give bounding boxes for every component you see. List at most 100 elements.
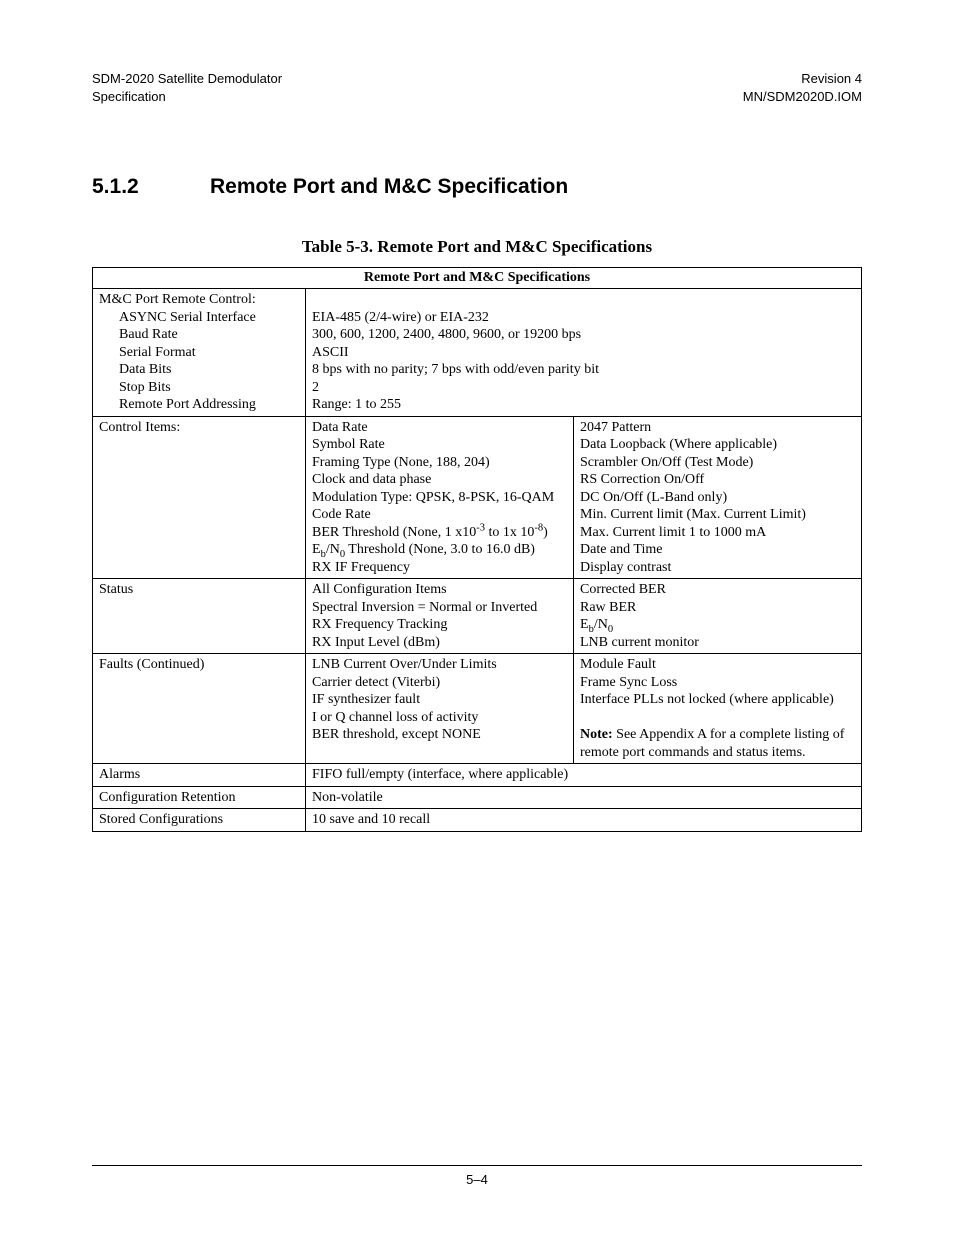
- value: Modulation Type: QPSK, 8-PSK, 16-QAM: [312, 489, 567, 507]
- value: Corrected BER: [580, 581, 855, 599]
- value: ASCII: [312, 344, 855, 362]
- sup: -3: [476, 522, 485, 533]
- section-title: Remote Port and M&C Specification: [210, 175, 568, 198]
- value: Scrambler On/Off (Test Mode): [580, 454, 855, 472]
- header-right-line1: Revision 4: [743, 70, 862, 88]
- footer-rule: [92, 1165, 862, 1166]
- value: 8 bps with no parity; 7 bps with odd/eve…: [312, 361, 855, 379]
- value: Data Rate: [312, 419, 567, 437]
- value: RS Correction On/Off: [580, 471, 855, 489]
- value: Frame Sync Loss: [580, 674, 855, 692]
- value: DC On/Off (L-Band only): [580, 489, 855, 507]
- value: Symbol Rate: [312, 436, 567, 454]
- value: Code Rate: [312, 506, 567, 524]
- value: 2: [312, 379, 855, 397]
- row-value-cell: LNB Current Over/Under Limits Carrier de…: [306, 654, 574, 764]
- section-heading: 5.1.2Remote Port and M&C Specification: [92, 175, 862, 199]
- text: to 1x 10: [485, 525, 534, 540]
- table-row: Configuration Retention Non-volatile: [93, 786, 862, 809]
- row-label-cell: Faults (Continued): [93, 654, 306, 764]
- table-title: Remote Port and M&C Specifications: [93, 268, 862, 289]
- value: I or Q channel loss of activity: [312, 709, 567, 727]
- page-footer: 5–4: [0, 1165, 954, 1187]
- sublabel: ASYNC Serial Interface: [99, 309, 299, 327]
- section-number: 5.1.2: [92, 175, 210, 199]
- value: Module Fault: [580, 656, 855, 674]
- header-right-line2: MN/SDM2020D.IOM: [743, 88, 862, 106]
- header-left: SDM-2020 Satellite Demodulator Specifica…: [92, 70, 282, 105]
- row-value-cell: FIFO full/empty (interface, where applic…: [306, 764, 862, 787]
- text: Threshold (None, 3.0 to 16.0 dB): [345, 542, 535, 557]
- table-row: Faults (Continued) LNB Current Over/Unde…: [93, 654, 862, 764]
- text: E: [580, 617, 589, 632]
- text: /N: [326, 542, 340, 557]
- row-value-cell: All Configuration Items Spectral Inversi…: [306, 579, 574, 654]
- page-header: SDM-2020 Satellite Demodulator Specifica…: [92, 70, 862, 105]
- value: RX IF Frequency: [312, 559, 567, 577]
- value: RX Frequency Tracking: [312, 616, 567, 634]
- value: Note: See Appendix A for a complete list…: [580, 726, 855, 761]
- value: Clock and data phase: [312, 471, 567, 489]
- sublabel: Data Bits: [99, 361, 299, 379]
- value: Eb/N0: [580, 616, 855, 634]
- row-label-cell: Configuration Retention: [93, 786, 306, 809]
- row-label: Faults (Continued): [99, 657, 204, 672]
- value: Interface PLLs not locked (where applica…: [580, 691, 855, 709]
- row-value-cell: Module Fault Frame Sync Loss Interface P…: [574, 654, 862, 764]
- sublabel: Remote Port Addressing: [99, 396, 299, 414]
- table-title-row: Remote Port and M&C Specifications: [93, 268, 862, 289]
- row-label-cell: Status: [93, 579, 306, 654]
- table-row: Control Items: Data Rate Symbol Rate Fra…: [93, 416, 862, 579]
- value: Data Loopback (Where applicable): [580, 436, 855, 454]
- row-value-cell: Non-volatile: [306, 786, 862, 809]
- value: LNB current monitor: [580, 634, 855, 652]
- row-label-cell: Control Items:: [93, 416, 306, 579]
- sup: -8: [534, 522, 543, 533]
- text: /N: [594, 617, 608, 632]
- value: Max. Current limit 1 to 1000 mA: [580, 524, 855, 542]
- value: RX Input Level (dBm): [312, 634, 567, 652]
- value: BER Threshold (None, 1 x10-3 to 1x 10-8): [312, 524, 567, 542]
- row-value-cell: Data Rate Symbol Rate Framing Type (None…: [306, 416, 574, 579]
- note-text: See Appendix A for a complete listing of…: [580, 727, 844, 760]
- note-label: Note:: [580, 727, 613, 742]
- table-row: Stored Configurations 10 save and 10 rec…: [93, 809, 862, 832]
- value: Framing Type (None, 188, 204): [312, 454, 567, 472]
- row-label: M&C Port Remote Control:: [99, 292, 256, 307]
- value: EIA-485 (2/4-wire) or EIA-232: [312, 309, 855, 327]
- value: Display contrast: [580, 559, 855, 577]
- row-value-cell: 10 save and 10 recall: [306, 809, 862, 832]
- header-right: Revision 4 MN/SDM2020D.IOM: [743, 70, 862, 105]
- value: Carrier detect (Viterbi): [312, 674, 567, 692]
- value: Raw BER: [580, 599, 855, 617]
- value: Date and Time: [580, 541, 855, 559]
- value: IF synthesizer fault: [312, 691, 567, 709]
- page-number: 5–4: [466, 1172, 488, 1187]
- row-label: Status: [99, 582, 133, 597]
- row-value-cell: 2047 Pattern Data Loopback (Where applic…: [574, 416, 862, 579]
- row-value-cell: EIA-485 (2/4-wire) or EIA-232 300, 600, …: [306, 289, 862, 417]
- value: All Configuration Items: [312, 581, 567, 599]
- header-left-line1: SDM-2020 Satellite Demodulator: [92, 70, 282, 88]
- value: BER threshold, except NONE: [312, 726, 567, 744]
- page: SDM-2020 Satellite Demodulator Specifica…: [0, 0, 954, 1235]
- row-label: Control Items:: [99, 420, 180, 435]
- header-left-line2: Specification: [92, 88, 282, 106]
- value: Spectral Inversion = Normal or Inverted: [312, 599, 567, 617]
- text: ): [543, 525, 548, 540]
- sublabel: Serial Format: [99, 344, 299, 362]
- table-caption: Table 5-3. Remote Port and M&C Specifica…: [92, 237, 862, 257]
- value: Min. Current limit (Max. Current Limit): [580, 506, 855, 524]
- sublabel: Baud Rate: [99, 326, 299, 344]
- table-row: M&C Port Remote Control: ASYNC Serial In…: [93, 289, 862, 417]
- value: 300, 600, 1200, 2400, 4800, 9600, or 192…: [312, 326, 855, 344]
- value: Range: 1 to 255: [312, 396, 855, 414]
- row-label-cell: M&C Port Remote Control: ASYNC Serial In…: [93, 289, 306, 417]
- row-label-cell: Alarms: [93, 764, 306, 787]
- text: BER Threshold (None, 1 x10: [312, 525, 476, 540]
- value: LNB Current Over/Under Limits: [312, 656, 567, 674]
- table-row: Status All Configuration Items Spectral …: [93, 579, 862, 654]
- row-label-cell: Stored Configurations: [93, 809, 306, 832]
- text: E: [312, 542, 321, 557]
- value: Eb/N0 Threshold (None, 3.0 to 16.0 dB): [312, 541, 567, 559]
